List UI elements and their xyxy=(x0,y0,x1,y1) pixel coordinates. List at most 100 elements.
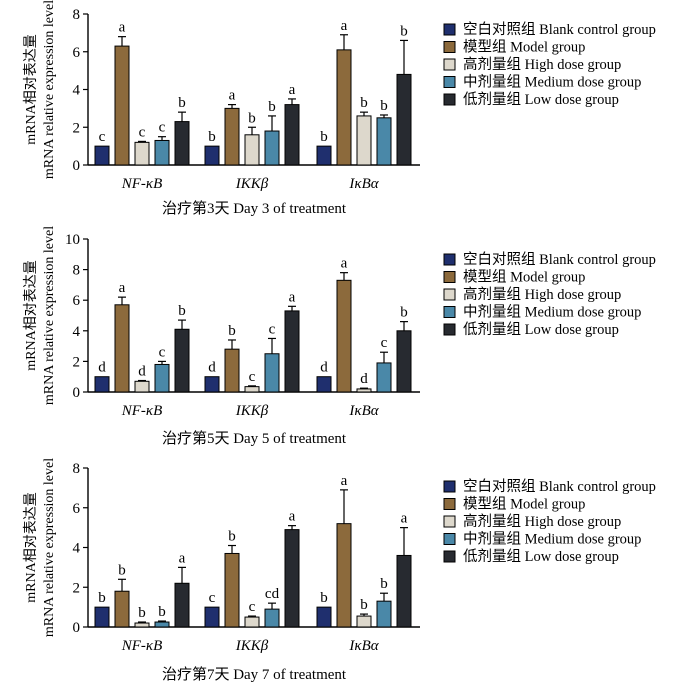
bar xyxy=(336,523,352,628)
significance-letter: b xyxy=(380,98,388,114)
significance-letter: b xyxy=(178,303,186,319)
y-axis-label-en: mRNA relative expression level xyxy=(42,226,57,405)
y-tick-label: 0 xyxy=(73,385,81,401)
bar xyxy=(264,130,280,166)
significance-letter: b xyxy=(228,529,236,545)
panel-day-5: 0 2 4 6 8 10 mRNA相对表达量 mRNA relative expression… xyxy=(23,226,656,447)
y-tick-label: 2 xyxy=(73,354,81,370)
significance-letter: a xyxy=(401,511,408,527)
significance-letter: b xyxy=(138,605,146,621)
y-tick-label: 8 xyxy=(73,7,81,23)
bar xyxy=(134,622,150,628)
bar xyxy=(316,145,332,166)
significance-letter: a xyxy=(289,289,296,305)
significance-letter: b xyxy=(360,597,368,613)
significance-letter: a xyxy=(289,82,296,98)
bar xyxy=(114,45,130,166)
bar xyxy=(396,73,412,166)
significance-letter: a xyxy=(179,550,186,566)
significance-letter: b xyxy=(400,305,408,321)
legend-swatch xyxy=(443,23,456,36)
significance-letter: b xyxy=(320,590,328,606)
y-tick-label: 4 xyxy=(73,541,81,557)
bar xyxy=(284,310,300,393)
legend-swatch xyxy=(443,288,456,301)
y-tick-label: 6 xyxy=(73,45,81,61)
bar xyxy=(244,386,260,393)
category-label: IκBα xyxy=(348,176,379,192)
significance-letter: c xyxy=(159,120,166,136)
significance-letter: b xyxy=(98,590,106,606)
significance-letter: b xyxy=(400,23,408,39)
category-label: IKKβ xyxy=(235,176,269,192)
significance-letter: c xyxy=(381,335,388,351)
bar xyxy=(336,49,352,166)
legend-swatch xyxy=(443,253,456,266)
legend-swatch xyxy=(443,306,456,318)
y-axis-label-cn: mRNA相对表达量 xyxy=(23,260,39,370)
significance-letter: b xyxy=(320,129,328,145)
bar xyxy=(284,104,300,166)
legend-swatch xyxy=(443,515,456,528)
bar xyxy=(376,362,392,393)
legend-label: 低剂量组 Low dose group xyxy=(463,548,619,565)
bar xyxy=(204,376,220,393)
legend-label: 高剂量组 High dose group xyxy=(463,286,621,303)
bar xyxy=(396,554,412,628)
bar xyxy=(284,529,300,628)
legend-label: 中剂量组 Medium dose group xyxy=(463,304,641,321)
significance-letter: d xyxy=(320,360,328,376)
significance-letter: b xyxy=(208,129,216,145)
significance-letter: c xyxy=(249,599,256,615)
bar xyxy=(94,606,110,628)
significance-letter: a xyxy=(119,280,126,296)
legend-label: 空白对照组 Blank control group xyxy=(463,478,656,495)
category-label: NF-κB xyxy=(121,403,163,419)
significance-letter: c xyxy=(249,369,256,385)
panel-title: 治疗第7天 Day 7 of treatment xyxy=(162,665,347,683)
legend-swatch xyxy=(443,93,456,106)
significance-letter: c xyxy=(159,344,166,360)
legend-label: 中剂量组 Medium dose group xyxy=(463,531,641,548)
category-label: IκBα xyxy=(348,638,379,654)
bar xyxy=(336,279,352,393)
panel-day-3: 0 2 4 6 8 mRNA相对表达量 mRNA relative expression l… xyxy=(23,0,656,217)
legend-label: 空白对照组 Blank control group xyxy=(463,21,656,38)
bar xyxy=(376,600,392,628)
legend-swatch xyxy=(443,480,456,493)
legend-label: 中剂量组 Medium dose group xyxy=(463,74,641,91)
legend-swatch xyxy=(443,41,456,53)
bar xyxy=(376,117,392,166)
bar xyxy=(204,145,220,166)
y-axis-label-en: mRNA relative expression level xyxy=(42,458,57,637)
significance-letter: a xyxy=(289,509,296,525)
bar xyxy=(174,328,190,393)
bar xyxy=(94,376,110,393)
bar xyxy=(356,115,372,166)
bar xyxy=(264,353,280,393)
legend-swatch xyxy=(443,271,456,283)
y-axis-label-cn: mRNA相对表达量 xyxy=(23,492,39,602)
bar xyxy=(396,330,412,393)
bar xyxy=(224,552,240,628)
y-axis-label-cn: mRNA相对表达量 xyxy=(23,34,39,144)
legend-label: 空白对照组 Blank control group xyxy=(463,251,656,268)
significance-letter: a xyxy=(341,256,348,272)
y-tick-label: 6 xyxy=(73,501,81,517)
significance-letter: b xyxy=(118,562,126,578)
bar xyxy=(316,376,332,393)
bar xyxy=(154,363,170,393)
significance-letter: b xyxy=(380,576,388,592)
y-tick-label: 4 xyxy=(73,83,81,99)
legend-label: 模型组 Model group xyxy=(463,39,585,56)
significance-letter: d xyxy=(360,371,368,387)
significance-letter: a xyxy=(229,88,236,104)
panel-title: 治疗第3天 Day 3 of treatment xyxy=(162,199,347,217)
significance-letter: a xyxy=(341,473,348,489)
bar xyxy=(264,608,280,628)
bar xyxy=(224,348,240,393)
legend-swatch xyxy=(443,533,456,545)
panel-day-7: 0 2 4 6 8 mRNA相对表达量 mRNA relative expression l… xyxy=(23,458,656,683)
